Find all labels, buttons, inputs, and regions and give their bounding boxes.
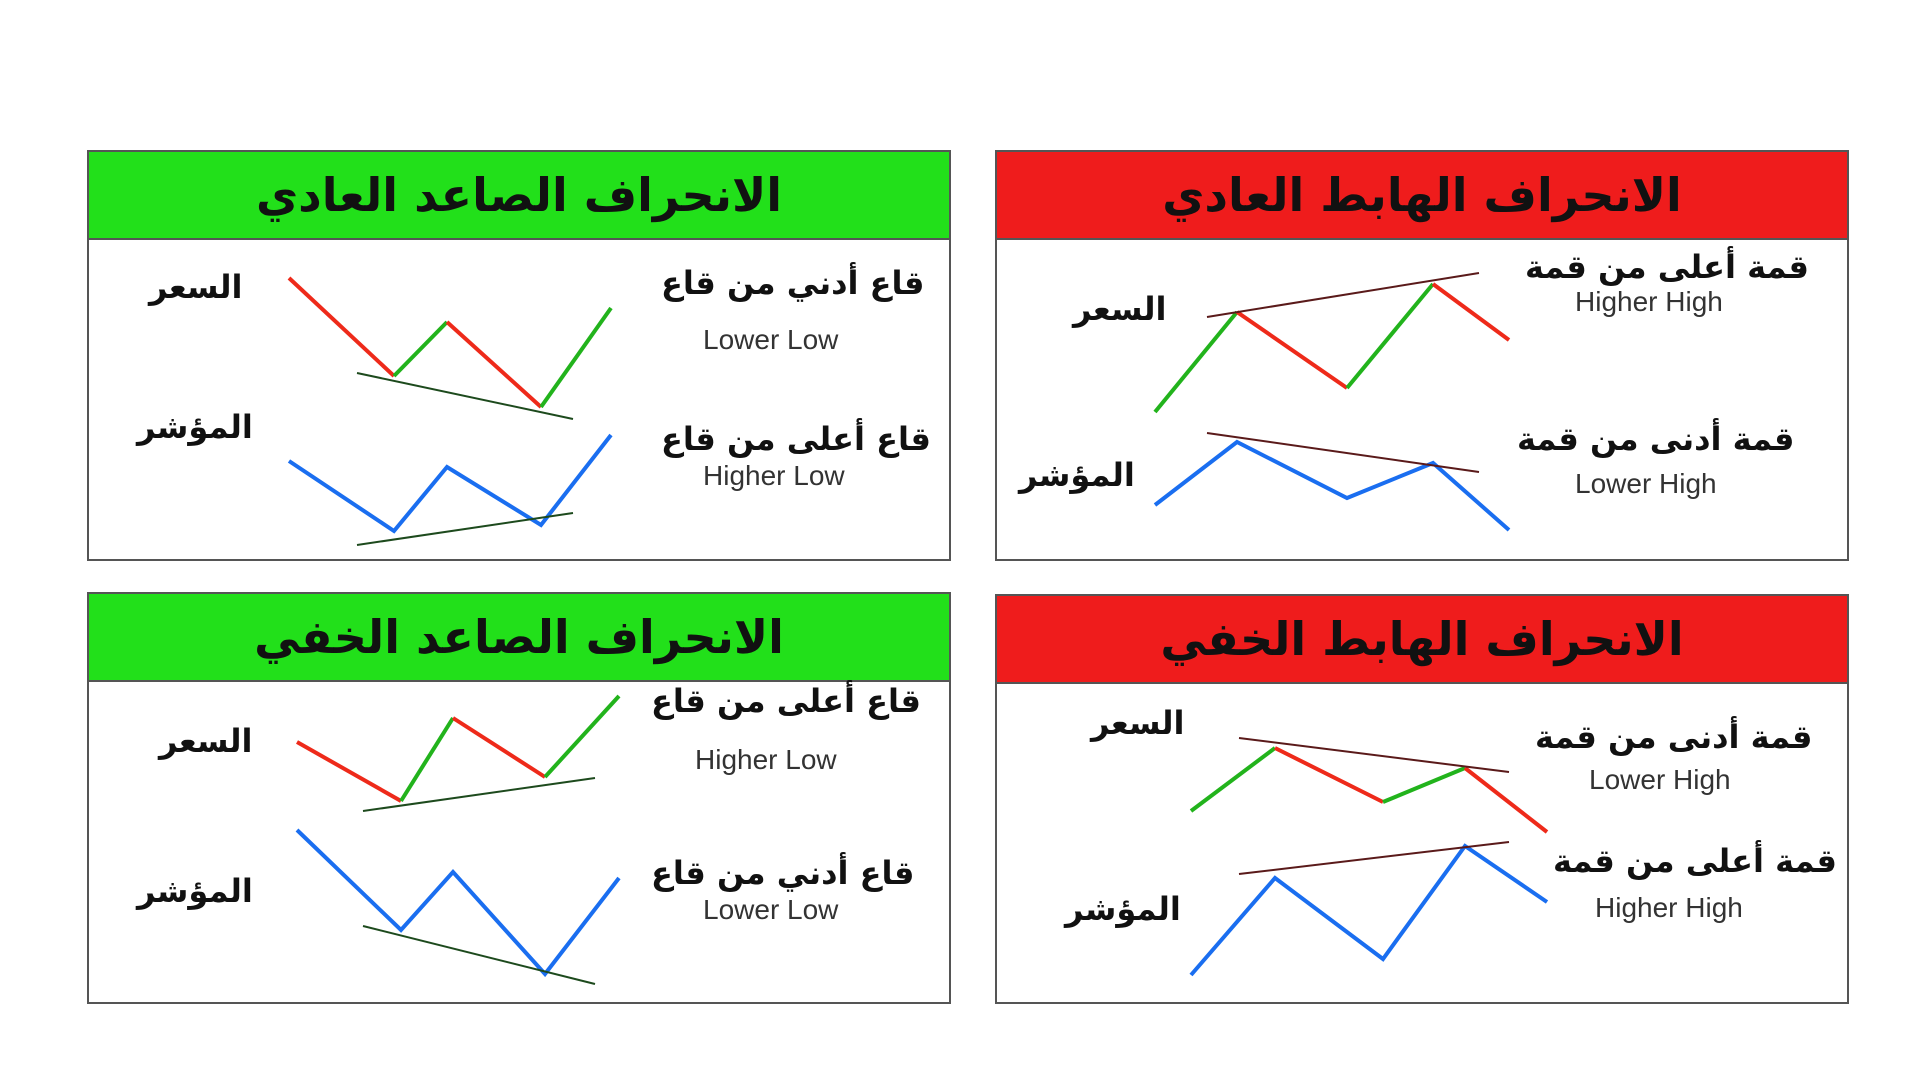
indicator-trend-line (356, 512, 574, 546)
indicator-line (1153, 439, 1511, 532)
price-segment-up (1345, 282, 1435, 390)
divergence-diagram (1153, 272, 1511, 532)
indicator-trend-line (1206, 432, 1480, 473)
price-segment-down (445, 320, 543, 409)
price-segment-up (392, 320, 449, 378)
price-label: السعر (1091, 704, 1185, 742)
divergence-diagram (1189, 737, 1549, 977)
panel-regular-bearish: الانحراف الهابط العادي السعر المؤشر قمة … (995, 150, 1849, 561)
price-note-en: Lower Low (703, 324, 839, 355)
divergence-diagram (295, 694, 621, 985)
price-segment-down (1235, 310, 1349, 390)
price-note-en: Higher Low (695, 744, 837, 775)
price-note-en: Lower High (1589, 764, 1731, 795)
panel-title: الانحراف الهابط العادي (997, 152, 1847, 240)
indicator-label: المؤشر (1065, 890, 1181, 928)
indicator-note-en: Lower Low (703, 894, 839, 925)
panel-title: الانحراف الصاعد الخفي (89, 594, 949, 682)
price-segment-up (399, 716, 455, 803)
indicator-note-ar: قاع أعلى من قاع (661, 420, 931, 458)
panel-title: الانحراف الصاعد العادي (89, 152, 949, 240)
indicator-note-en: Lower High (1575, 468, 1717, 499)
panel-body: السعر المؤشر قمة أعلى من قمة Higher High… (997, 240, 1847, 559)
price-trend-line (1238, 737, 1510, 773)
price-segment-down (287, 276, 396, 378)
indicator-line (295, 828, 621, 978)
price-trend-line (1206, 272, 1480, 318)
indicator-trend-line (1238, 841, 1510, 875)
indicator-note-en: Higher High (1595, 892, 1743, 923)
indicator-line (287, 433, 613, 534)
price-segment-up (1153, 310, 1239, 414)
panel-hidden-bearish: الانحراف الهابط الخفي السعر المؤشر قمة أ… (995, 594, 1849, 1004)
price-segment-up (1382, 766, 1466, 804)
indicator-note-ar: قمة أدنى من قمة (1517, 420, 1795, 458)
price-segment-up (539, 306, 613, 409)
panel-regular-bullish: الانحراف الصاعد العادي السعر المؤشر قاع … (87, 150, 951, 561)
panel-hidden-bullish: الانحراف الصاعد الخفي السعر المؤشر قاع أ… (87, 592, 951, 1004)
price-label: السعر (159, 722, 253, 760)
price-note-ar: قمة أدنى من قمة (1535, 718, 1813, 756)
panel-body: السعر المؤشر قمة أدنى من قمة Lower High … (997, 684, 1847, 1002)
price-segment-up (1189, 746, 1277, 813)
panel-body: السعر المؤشر قاع أعلى من قاع Higher Low … (89, 682, 949, 1002)
price-segment-down (1274, 746, 1384, 804)
indicator-label: المؤشر (137, 408, 253, 446)
price-segment-down (1431, 282, 1511, 342)
indicator-trend-line (362, 925, 596, 985)
price-segment-down (1463, 766, 1549, 834)
indicator-label: المؤشر (137, 872, 253, 910)
price-label: السعر (1073, 290, 1167, 328)
price-note-ar: قمة أعلى من قمة (1525, 248, 1809, 286)
indicator-label: المؤشر (1019, 456, 1135, 494)
price-note-en: Higher High (1575, 286, 1723, 317)
indicator-note-ar: قمة أعلى من قمة (1553, 842, 1837, 880)
divergence-diagram (287, 276, 613, 546)
panel-body: السعر المؤشر قاع أدني من قاع Lower Low ق… (89, 240, 949, 559)
price-segment-up (543, 694, 621, 779)
indicator-note-en: Higher Low (703, 460, 845, 491)
panel-title: الانحراف الهابط الخفي (997, 596, 1847, 684)
indicator-line (1189, 843, 1549, 977)
price-trend-line (356, 372, 574, 420)
indicator-note-ar: قاع أدني من قاع (651, 854, 915, 892)
price-trend-line (362, 777, 596, 812)
price-segment-down (451, 716, 547, 779)
price-segment-down (296, 740, 402, 803)
price-label: السعر (149, 268, 243, 306)
price-note-ar: قاع أدني من قاع (661, 264, 925, 302)
price-note-ar: قاع أعلى من قاع (651, 682, 921, 720)
